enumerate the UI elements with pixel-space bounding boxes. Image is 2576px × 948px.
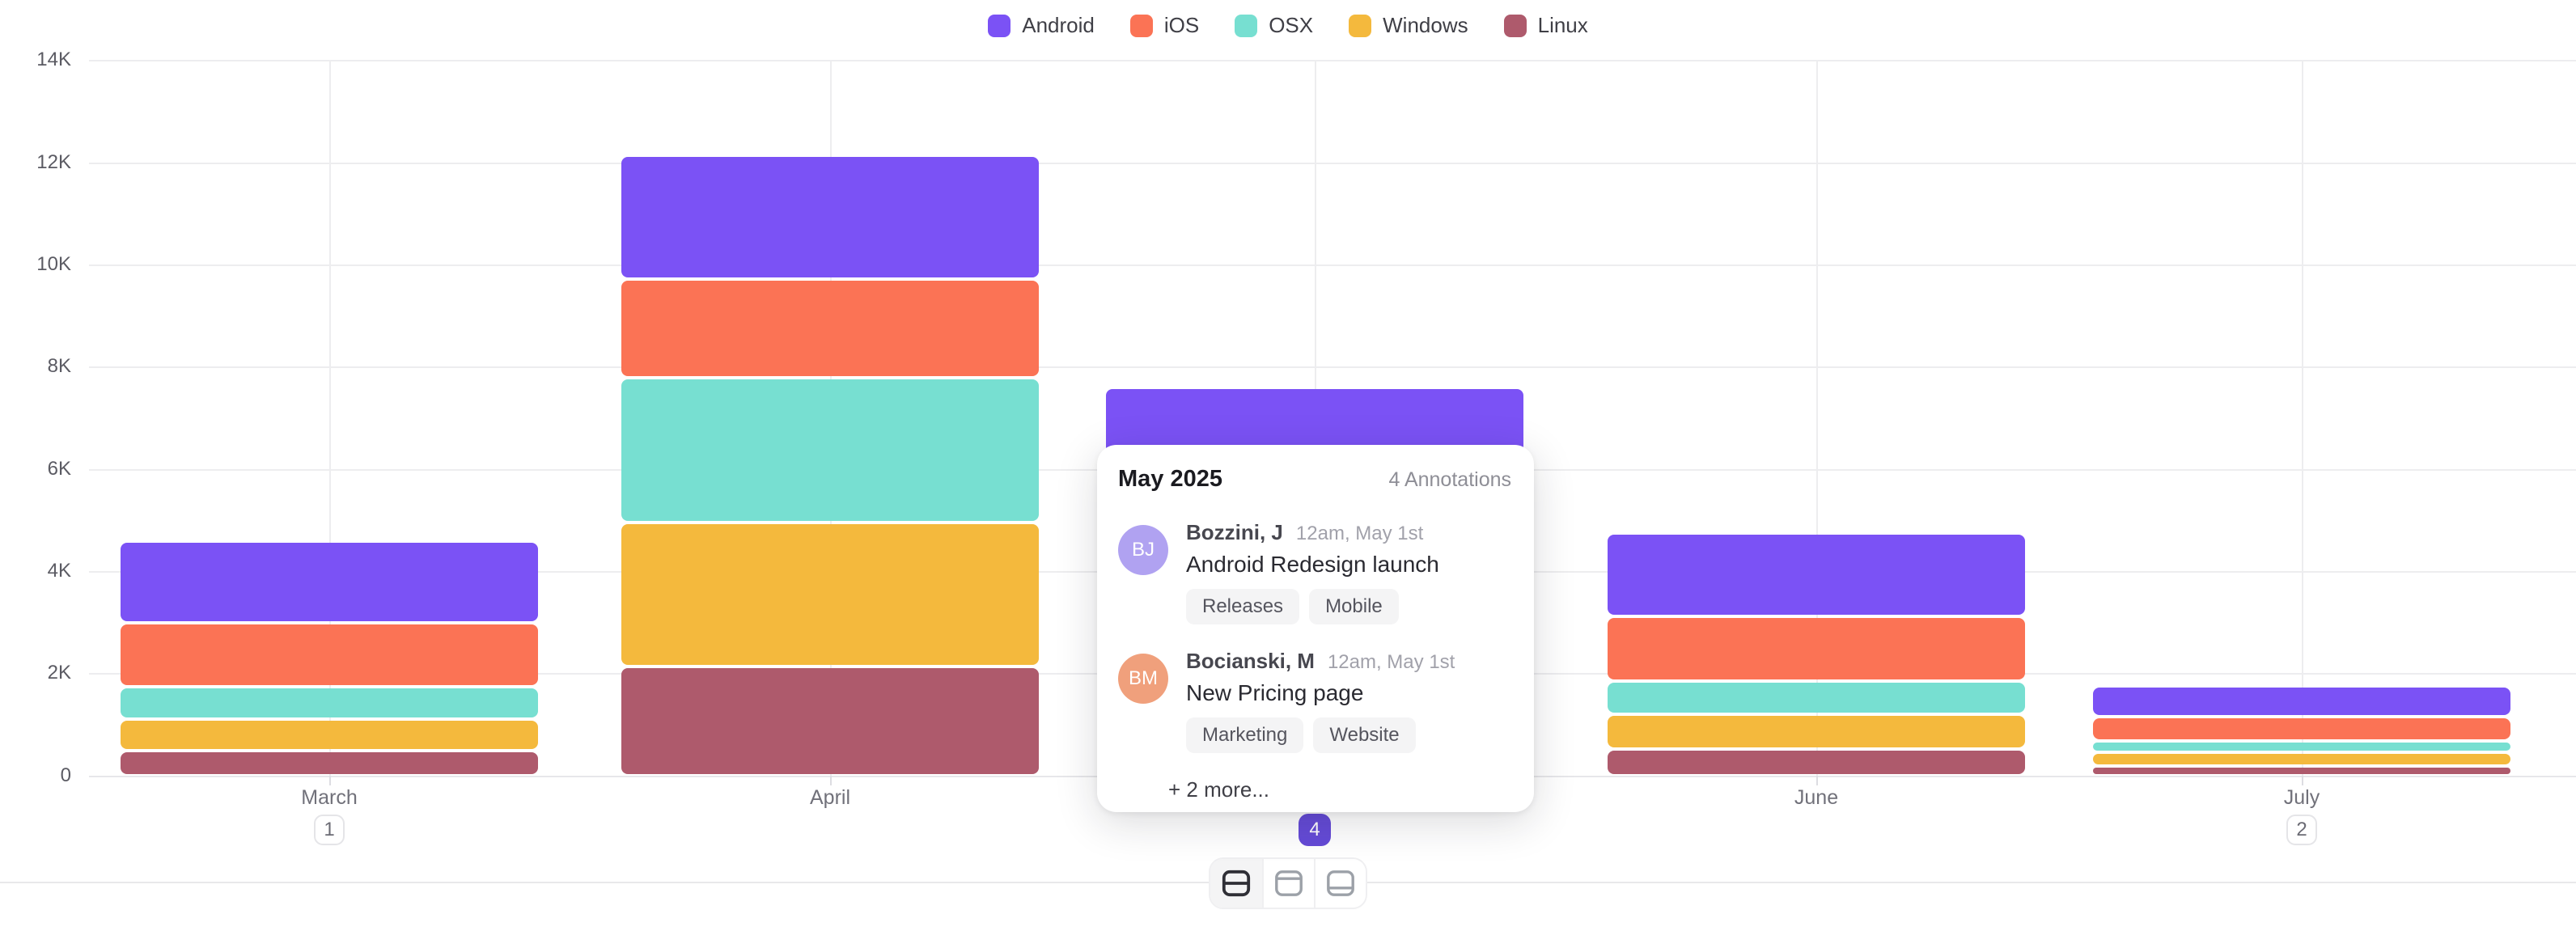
gridline-y-10K [89, 265, 2576, 266]
legend-item-linux[interactable]: Linux [1503, 13, 1588, 38]
bar-june-windows[interactable] [1608, 715, 2025, 747]
bar-july-osx[interactable] [2093, 742, 2510, 751]
bar-april-osx[interactable] [621, 379, 1039, 521]
x-axis-label-march: March [301, 786, 358, 809]
annotation-tag: Website [1313, 717, 1416, 753]
annotation-author: Bozzini, J [1186, 520, 1283, 544]
x-axis-tick [2302, 775, 2303, 785]
layout-line-bottom-button[interactable] [1314, 859, 1366, 908]
legend-label: Windows [1383, 13, 1468, 37]
annotation-tag: Releases [1186, 589, 1300, 624]
annotation-tag: Marketing [1186, 717, 1304, 753]
bar-july-ios[interactable] [2093, 717, 2510, 739]
annotation-item[interactable]: BM Bocianski, M 12am, May 1st New Pricin… [1118, 649, 1511, 753]
gridline-x-march [329, 61, 331, 776]
annotations-popover: May 2025 4 Annotations BJ Bozzini, J 12a… [1097, 445, 1534, 812]
x-axis-label-april: April [809, 786, 851, 809]
x-axis-tick [1816, 775, 1818, 785]
annotation-count-badge-march[interactable]: 1 [314, 815, 345, 845]
annotation-timestamp: 12am, May 1st [1327, 651, 1455, 673]
x-axis-label-july: July [2283, 786, 2320, 809]
line-top-icon [1275, 870, 1303, 896]
popover-annotation-count: 4 Annotations [1388, 468, 1511, 491]
gridline-y-14K [89, 60, 2576, 62]
legend-item-osx[interactable]: OSX [1235, 13, 1313, 38]
bar-march-linux[interactable] [121, 752, 538, 774]
avatar: BM [1118, 654, 1168, 704]
legend-swatch [1503, 14, 1527, 37]
annotation-author: Bocianski, M [1186, 649, 1315, 673]
annotation-title: New Pricing page [1186, 680, 1364, 705]
annotation-body: Bozzini, J 12am, May 1st Android Redesig… [1186, 520, 1439, 624]
legend-label: Android [1022, 13, 1095, 37]
x-axis-label-june: June [1794, 786, 1839, 809]
bar-april-ios[interactable] [621, 280, 1039, 377]
bar-april-windows[interactable] [621, 523, 1039, 666]
bar-june-ios[interactable] [1608, 617, 2025, 680]
bar-june-osx[interactable] [1608, 683, 2025, 713]
y-axis-tick-8K: 8K [47, 355, 71, 378]
legend-label: Linux [1537, 13, 1588, 37]
annotation-title: Android Redesign launch [1186, 552, 1439, 577]
x-axis-tick [329, 775, 331, 785]
popover-header: May 2025 4 Annotations [1118, 466, 1511, 493]
gridline-y-12K [89, 162, 2576, 164]
annotation-body: Bocianski, M 12am, May 1st New Pricing p… [1186, 649, 1455, 753]
bar-april-linux[interactable] [621, 668, 1039, 774]
avatar: BJ [1118, 525, 1168, 575]
bar-march-windows[interactable] [121, 721, 538, 750]
legend-swatch [988, 14, 1011, 37]
line-bottom-icon [1327, 870, 1354, 896]
bar-july-android[interactable] [2093, 688, 2510, 715]
legend-swatch [1129, 14, 1153, 37]
annotation-tag: Mobile [1309, 589, 1399, 624]
gridline-x-june [1816, 61, 1818, 776]
more-annotations-link[interactable]: + 2 more... [1168, 777, 1269, 802]
legend-item-android[interactable]: Android [988, 13, 1095, 38]
y-axis-tick-6K: 6K [47, 457, 71, 480]
bar-june-android[interactable] [1608, 535, 2025, 615]
annotation-item[interactable]: BJ Bozzini, J 12am, May 1st Android Rede… [1118, 520, 1511, 624]
layout-split-middle-button[interactable] [1210, 859, 1262, 908]
chart-legend: Android iOS OSX Windows Linux [0, 13, 2576, 38]
legend-swatch [1349, 14, 1372, 37]
annotation-count-badge-may[interactable]: 4 [1299, 814, 1331, 846]
x-axis-tick [830, 775, 832, 785]
annotation-count-badge-july[interactable]: 2 [2286, 815, 2317, 845]
gridline-y-8K [89, 366, 2576, 369]
bar-march-ios[interactable] [121, 624, 538, 685]
legend-label: iOS [1163, 13, 1200, 37]
gridline-x-july [2302, 61, 2303, 776]
layout-line-top-button[interactable] [1262, 859, 1314, 908]
legend-item-ios[interactable]: iOS [1129, 13, 1200, 38]
bar-july-linux[interactable] [2093, 767, 2510, 774]
y-axis-tick-14K: 14K [36, 49, 71, 71]
legend-item-windows[interactable]: Windows [1349, 13, 1468, 38]
y-axis-tick-4K: 4K [47, 559, 71, 582]
bar-april-android[interactable] [621, 156, 1039, 277]
y-axis-tick-2K: 2K [47, 662, 71, 684]
y-axis-tick-0: 0 [60, 764, 71, 786]
popover-title: May 2025 [1118, 466, 1222, 492]
bar-march-android[interactable] [121, 542, 538, 621]
y-axis-tick-10K: 10K [36, 253, 71, 275]
y-axis-tick-12K: 12K [36, 150, 71, 173]
legend-swatch [1235, 14, 1258, 37]
split-middle-icon [1222, 870, 1251, 897]
annotation-layout-toggle [1209, 857, 1367, 909]
bar-june-linux[interactable] [1608, 750, 2025, 774]
bar-july-windows[interactable] [2093, 754, 2510, 764]
bar-march-osx[interactable] [121, 688, 538, 718]
annotation-timestamp: 12am, May 1st [1295, 523, 1424, 544]
legend-label: OSX [1269, 13, 1314, 37]
